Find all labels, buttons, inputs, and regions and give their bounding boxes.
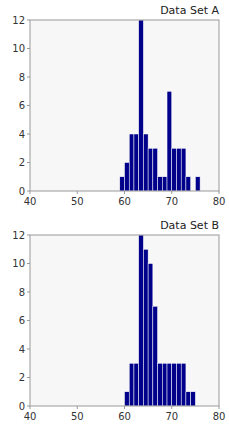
y-tick-label: 2 bbox=[19, 157, 25, 168]
plot-background bbox=[30, 235, 219, 406]
chart-title: Data Set B bbox=[160, 219, 219, 232]
histogram-bar bbox=[134, 134, 139, 191]
histogram-bar bbox=[191, 392, 196, 406]
histogram-bar bbox=[162, 177, 167, 191]
y-tick-label: 12 bbox=[12, 230, 25, 241]
histogram-bar bbox=[143, 249, 148, 406]
histogram-bar bbox=[143, 134, 148, 191]
y-tick bbox=[27, 105, 30, 106]
y-tick-label: 6 bbox=[19, 315, 25, 326]
x-tick bbox=[171, 191, 172, 194]
x-tick bbox=[219, 406, 220, 409]
histogram-bar bbox=[186, 177, 191, 191]
y-tick-label: 0 bbox=[19, 401, 25, 412]
bars bbox=[125, 235, 196, 406]
y-tick bbox=[27, 292, 30, 293]
chart-figure: 0 2 4 6 8 10 12 40 50 60 70 80 Data Set A 0 2 4 6 8 10 12 40… bbox=[0, 0, 229, 430]
histogram-bar bbox=[120, 177, 125, 191]
y-tick bbox=[27, 235, 30, 236]
chart-panel: 0 2 4 6 8 10 12 40 50 60 70 80 Data Set A bbox=[12, 4, 225, 207]
y-tick-label: 0 bbox=[19, 186, 25, 197]
y-tick-label: 10 bbox=[12, 258, 25, 269]
plot-background bbox=[30, 20, 219, 191]
y-tick-label: 8 bbox=[19, 287, 25, 298]
x-tick-label: 50 bbox=[71, 411, 84, 422]
x-tick bbox=[77, 191, 78, 194]
histogram-bar bbox=[186, 392, 191, 406]
histogram-bar bbox=[129, 134, 134, 191]
chart-title: Data Set A bbox=[160, 4, 219, 17]
x-tick-label: 70 bbox=[165, 196, 178, 207]
histogram-bar bbox=[139, 235, 144, 406]
histogram-bar bbox=[167, 363, 172, 406]
histogram-bar bbox=[129, 363, 134, 406]
histogram-bar bbox=[158, 363, 163, 406]
histogram-bar bbox=[125, 392, 130, 406]
histogram-bar bbox=[181, 148, 186, 191]
histogram-bar bbox=[172, 148, 177, 191]
histogram-bar bbox=[148, 148, 153, 191]
x-tick bbox=[219, 191, 220, 194]
histogram-bar bbox=[181, 363, 186, 406]
histogram-bar bbox=[125, 163, 130, 192]
page: {"chart_data": [ {"type": "histogram", "… bbox=[0, 0, 229, 430]
y-tick-label: 4 bbox=[19, 344, 25, 355]
histogram-bar bbox=[153, 306, 158, 406]
plot-frame bbox=[30, 235, 219, 406]
histogram-bar bbox=[153, 148, 158, 191]
y-tick bbox=[27, 162, 30, 163]
y-tick bbox=[27, 48, 30, 49]
histogram-bar bbox=[195, 177, 200, 191]
y-tick-label: 4 bbox=[19, 129, 25, 140]
bars bbox=[120, 20, 200, 191]
x-tick-label: 60 bbox=[118, 196, 131, 207]
x-tick bbox=[124, 406, 125, 409]
y-tick-label: 10 bbox=[12, 43, 25, 54]
histogram-bar bbox=[176, 148, 181, 191]
histogram-bar bbox=[162, 363, 167, 406]
histogram-bar bbox=[134, 363, 139, 406]
y-tick bbox=[27, 20, 30, 21]
histogram-bar bbox=[172, 363, 177, 406]
x-tick-label: 80 bbox=[213, 196, 226, 207]
y-tick bbox=[27, 77, 30, 78]
x-tick bbox=[124, 191, 125, 194]
y-tick bbox=[27, 377, 30, 378]
histogram-bar bbox=[167, 91, 172, 191]
y-tick-label: 8 bbox=[19, 72, 25, 83]
y-tick bbox=[27, 320, 30, 321]
y-tick bbox=[27, 263, 30, 264]
y-tick-label: 6 bbox=[19, 100, 25, 111]
chart-panel: 0 2 4 6 8 10 12 40 50 60 70 80 Data Set B bbox=[12, 219, 225, 422]
histogram-bar bbox=[148, 264, 153, 407]
x-tick-label: 40 bbox=[24, 411, 37, 422]
x-tick-label: 60 bbox=[118, 411, 131, 422]
x-tick-label: 70 bbox=[165, 411, 178, 422]
x-tick bbox=[30, 191, 31, 194]
y-tick bbox=[27, 134, 30, 135]
y-tick-label: 12 bbox=[12, 15, 25, 26]
y-tick bbox=[27, 349, 30, 350]
plot-frame bbox=[30, 20, 219, 191]
histogram-bar bbox=[158, 177, 163, 191]
x-tick bbox=[171, 406, 172, 409]
x-tick-label: 50 bbox=[71, 196, 84, 207]
histogram-bar bbox=[139, 20, 144, 191]
x-tick bbox=[77, 406, 78, 409]
x-tick-label: 40 bbox=[24, 196, 37, 207]
x-tick-label: 80 bbox=[213, 411, 226, 422]
y-tick-label: 2 bbox=[19, 372, 25, 383]
histogram-bar bbox=[176, 363, 181, 406]
x-tick bbox=[30, 406, 31, 409]
